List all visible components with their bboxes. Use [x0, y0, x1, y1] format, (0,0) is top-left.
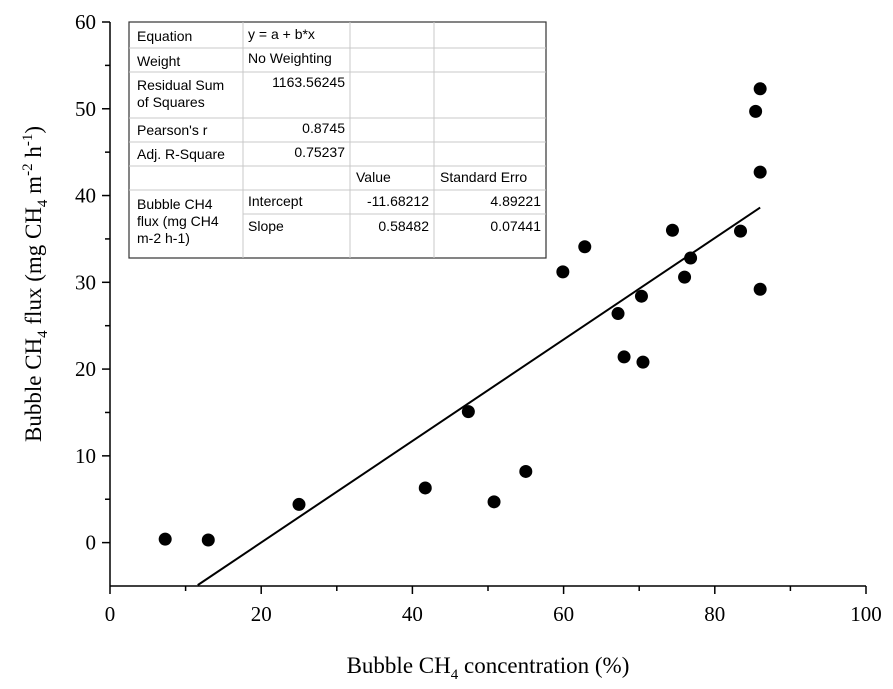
cell-rss-label: Residual Sum of Squares — [137, 77, 228, 110]
cell-adjr2-value: 0.75237 — [294, 144, 345, 160]
cell-pearson-label: Pearson's r — [137, 122, 208, 138]
data-point — [753, 82, 767, 96]
y-ticks — [102, 21, 110, 544]
data-point — [461, 405, 475, 419]
cell-slope-value: 0.58482 — [378, 218, 429, 234]
cell-slope-label: Slope — [248, 218, 284, 234]
x-tick-label: 100 — [850, 602, 882, 626]
cell-weight-label: Weight — [137, 53, 180, 69]
cell-stderr-header: Standard Erro — [440, 169, 527, 185]
data-point — [519, 464, 533, 478]
cell-equation-value: y = a + b*x — [248, 26, 315, 42]
data-point — [556, 265, 570, 279]
cell-series-label: Bubble CH4 flux (mg CH4 m-2 h-1) — [137, 196, 223, 246]
y-tick-label: 0 — [86, 531, 97, 555]
x-tick-label: 0 — [105, 602, 116, 626]
data-point — [636, 355, 650, 369]
fit-statistics-table: Equation y = a + b*x Weight No Weighting… — [128, 21, 547, 259]
data-point — [678, 270, 692, 284]
x-tick-label: 20 — [251, 602, 272, 626]
x-ticks — [109, 586, 867, 594]
stats-table-border — [128, 21, 547, 259]
y-tick-label: 60 — [75, 10, 96, 34]
cell-series-label-line3: m-2 h-1) — [137, 230, 190, 246]
cell-series-label-line2: flux (mg CH4 — [137, 213, 219, 229]
data-point — [201, 533, 215, 547]
data-point — [578, 240, 592, 254]
data-point — [734, 224, 748, 238]
x-tick-label: 60 — [553, 602, 574, 626]
x-tick-label: 80 — [704, 602, 725, 626]
cell-intercept-value: -11.68212 — [367, 193, 429, 209]
data-point — [665, 223, 679, 237]
data-point — [418, 481, 432, 495]
data-point — [753, 165, 767, 179]
cell-slope-stderr: 0.07441 — [490, 218, 541, 234]
data-point — [749, 104, 763, 118]
cell-intercept-label: Intercept — [248, 193, 303, 209]
cell-weight-value: No Weighting — [248, 50, 332, 66]
cell-intercept-stderr: 4.89221 — [490, 193, 541, 209]
data-point — [634, 289, 648, 303]
y-tick-label: 10 — [75, 444, 96, 468]
x-axis-label: Bubble CH4 concentration (%) — [347, 653, 630, 683]
y-tick-label: 30 — [75, 270, 96, 294]
cell-rss-label-line2: of Squares — [137, 94, 205, 110]
cell-rss-label-line1: Residual Sum — [137, 77, 224, 93]
data-point — [753, 282, 767, 296]
data-point — [617, 350, 631, 364]
data-point — [292, 497, 306, 511]
regression-line — [197, 206, 761, 586]
x-tick-label: 40 — [402, 602, 423, 626]
cell-adjr2-label: Adj. R-Square — [137, 146, 225, 162]
cell-rss-value: 1163.56245 — [272, 74, 345, 90]
x-tick-labels: 0 20 40 60 80 100 — [105, 602, 882, 626]
data-point — [611, 307, 625, 321]
cell-pearson-value: 0.8745 — [302, 120, 345, 136]
data-point — [487, 495, 501, 509]
y-axis-label: Bubble CH4 flux (mg CH4 m-2 h-1) — [20, 126, 51, 442]
data-points — [158, 82, 767, 547]
y-tick-label: 40 — [75, 184, 96, 208]
cell-value-header: Value — [356, 169, 391, 185]
cell-series-label-line1: Bubble CH4 — [137, 196, 213, 212]
cell-equation-label: Equation — [137, 28, 192, 44]
data-point — [684, 251, 698, 265]
y-tick-label: 50 — [75, 97, 96, 121]
y-tick-label: 20 — [75, 357, 96, 381]
y-tick-labels: 0 10 20 30 40 50 60 — [75, 10, 96, 555]
data-point — [158, 532, 172, 546]
